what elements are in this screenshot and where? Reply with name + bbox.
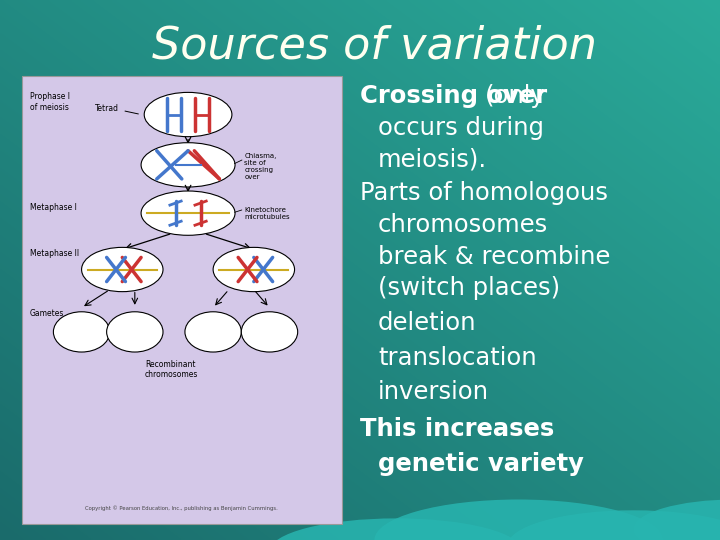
Text: (only: (only: [485, 84, 545, 107]
Ellipse shape: [241, 312, 297, 352]
Text: Crossing over: Crossing over: [360, 84, 547, 107]
Text: Copyright © Pearson Education, Inc., publishing as Benjamin Cummings.: Copyright © Pearson Education, Inc., pub…: [86, 505, 278, 511]
Text: meiosis).: meiosis).: [378, 147, 487, 171]
Ellipse shape: [185, 312, 241, 352]
Ellipse shape: [81, 247, 163, 292]
Text: chromosomes: chromosomes: [378, 213, 548, 237]
Ellipse shape: [53, 312, 109, 352]
Text: translocation: translocation: [378, 346, 536, 369]
Ellipse shape: [107, 312, 163, 352]
Text: Metaphase II: Metaphase II: [30, 249, 79, 258]
Text: Chiasma,
site of
crossing
over: Chiasma, site of crossing over: [245, 153, 276, 180]
Ellipse shape: [634, 500, 720, 540]
Text: occurs during: occurs during: [378, 116, 544, 139]
Text: genetic variety: genetic variety: [378, 452, 584, 476]
Ellipse shape: [213, 247, 294, 292]
Ellipse shape: [144, 92, 232, 137]
Text: deletion: deletion: [378, 310, 477, 334]
Text: Prophase I
of meiosis: Prophase I of meiosis: [30, 92, 70, 112]
FancyBboxPatch shape: [22, 76, 342, 524]
Ellipse shape: [141, 143, 235, 187]
Text: Tetrad: Tetrad: [95, 104, 120, 113]
Text: This increases: This increases: [360, 417, 554, 441]
Text: break & recombine: break & recombine: [378, 245, 611, 268]
Text: (switch places): (switch places): [378, 276, 560, 300]
Text: Kinetochore
microtubules: Kinetochore microtubules: [245, 207, 290, 220]
Ellipse shape: [270, 518, 522, 540]
Text: Metaphase I: Metaphase I: [30, 202, 77, 212]
Text: Recombinant
chromosomes: Recombinant chromosomes: [144, 360, 197, 380]
Text: inversion: inversion: [378, 380, 489, 403]
Text: Gametes: Gametes: [30, 309, 64, 318]
Text: Parts of homologous: Parts of homologous: [360, 181, 608, 205]
Ellipse shape: [141, 191, 235, 235]
Ellipse shape: [508, 510, 720, 540]
Ellipse shape: [374, 500, 662, 540]
Text: Sources of variation: Sources of variation: [152, 24, 597, 68]
